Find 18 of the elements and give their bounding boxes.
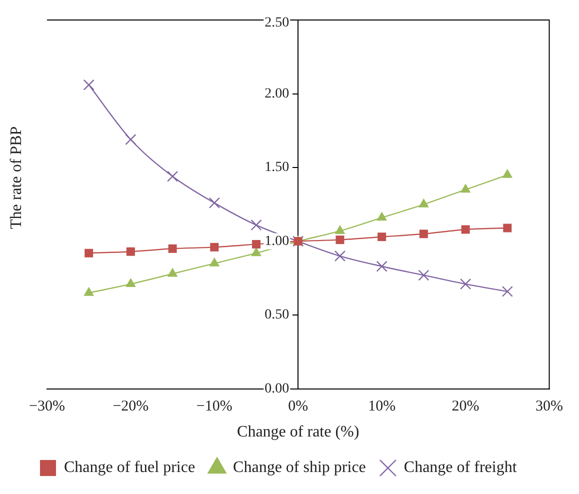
x-axis-title: Change of rate (%) [237,424,360,441]
x-tick-label: 30% [536,398,563,415]
y-tick-label: 0.50 [264,308,290,323]
legend-label: Change of ship price [233,459,366,476]
legend-label: Change of fuel price [64,459,196,476]
y-tick-label: 1.00 [264,234,290,249]
x-tick-label: −20% [112,398,149,415]
y-tick-label: 1.50 [264,160,290,176]
x-tick-label: 20% [452,398,480,415]
y-tick-label: 2.00 [264,86,290,102]
x-tick-label: 10% [368,398,396,415]
y-axis-title: The rate of PBP [8,126,26,232]
x-tick-label: −10% [196,398,232,415]
y-tick-label: 0.00 [264,381,290,396]
legend-label: Change of freight [404,459,518,476]
x-tick-label: 0% [288,398,308,415]
y-tick-label: 2.50 [264,16,290,31]
x-tick-label: −30% [28,398,65,415]
